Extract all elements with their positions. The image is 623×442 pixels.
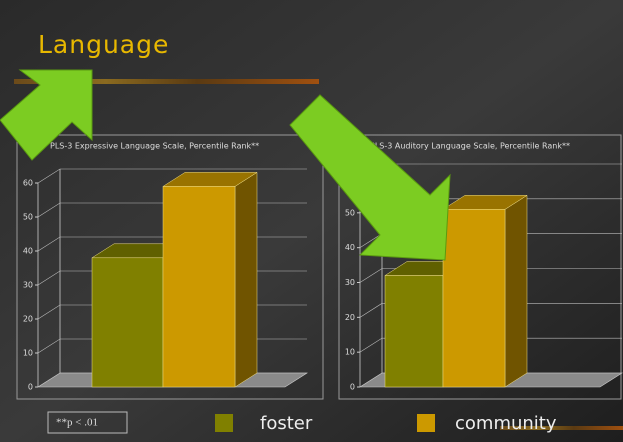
arrow <box>289 94 451 261</box>
decor-strip <box>14 79 319 84</box>
y-tick-label: 30 <box>23 281 33 290</box>
bar-front <box>162 186 236 388</box>
bar-front <box>442 209 506 388</box>
arrow <box>0 69 93 161</box>
grid-line <box>359 268 622 283</box>
bar-side <box>504 194 528 388</box>
chart-title: PLS-3 Auditory Language Scale, Percentil… <box>370 142 570 151</box>
footnote: **p < .01 <box>56 417 98 429</box>
legend-swatch <box>215 414 233 432</box>
chart-title: PLS-3 Expressive Language Scale, Percent… <box>50 142 259 151</box>
y-tick-label: 0 <box>28 383 33 392</box>
y-tick-label: 60 <box>23 179 33 188</box>
legend-label: foster <box>260 413 313 434</box>
grid-line <box>359 303 622 318</box>
y-tick-label: 40 <box>345 243 355 252</box>
legend-swatch <box>417 414 435 432</box>
y-tick-label: 20 <box>23 315 33 324</box>
legend-label: community <box>455 413 557 434</box>
bar-front <box>91 257 164 388</box>
slide-title: Language <box>38 30 169 59</box>
grid-line <box>37 168 307 184</box>
y-tick-label: 50 <box>345 208 355 217</box>
grid-line <box>359 337 622 353</box>
bar-side <box>234 171 258 388</box>
bar-front <box>384 275 444 388</box>
y-tick-label: 10 <box>345 348 355 357</box>
bar <box>442 194 528 388</box>
y-tick-label: 40 <box>23 247 33 256</box>
bar <box>162 171 258 388</box>
y-tick-label: 20 <box>345 313 355 322</box>
footnote-box <box>47 411 128 434</box>
y-tick-label: 50 <box>23 213 33 222</box>
decor-strip <box>500 426 623 430</box>
chart-panel <box>16 134 324 400</box>
grid-line <box>359 372 622 388</box>
y-tick-label: 30 <box>345 278 355 287</box>
y-tick-label: 0 <box>350 383 355 392</box>
chart-panel <box>338 134 622 400</box>
y-tick-label: 10 <box>23 349 33 358</box>
